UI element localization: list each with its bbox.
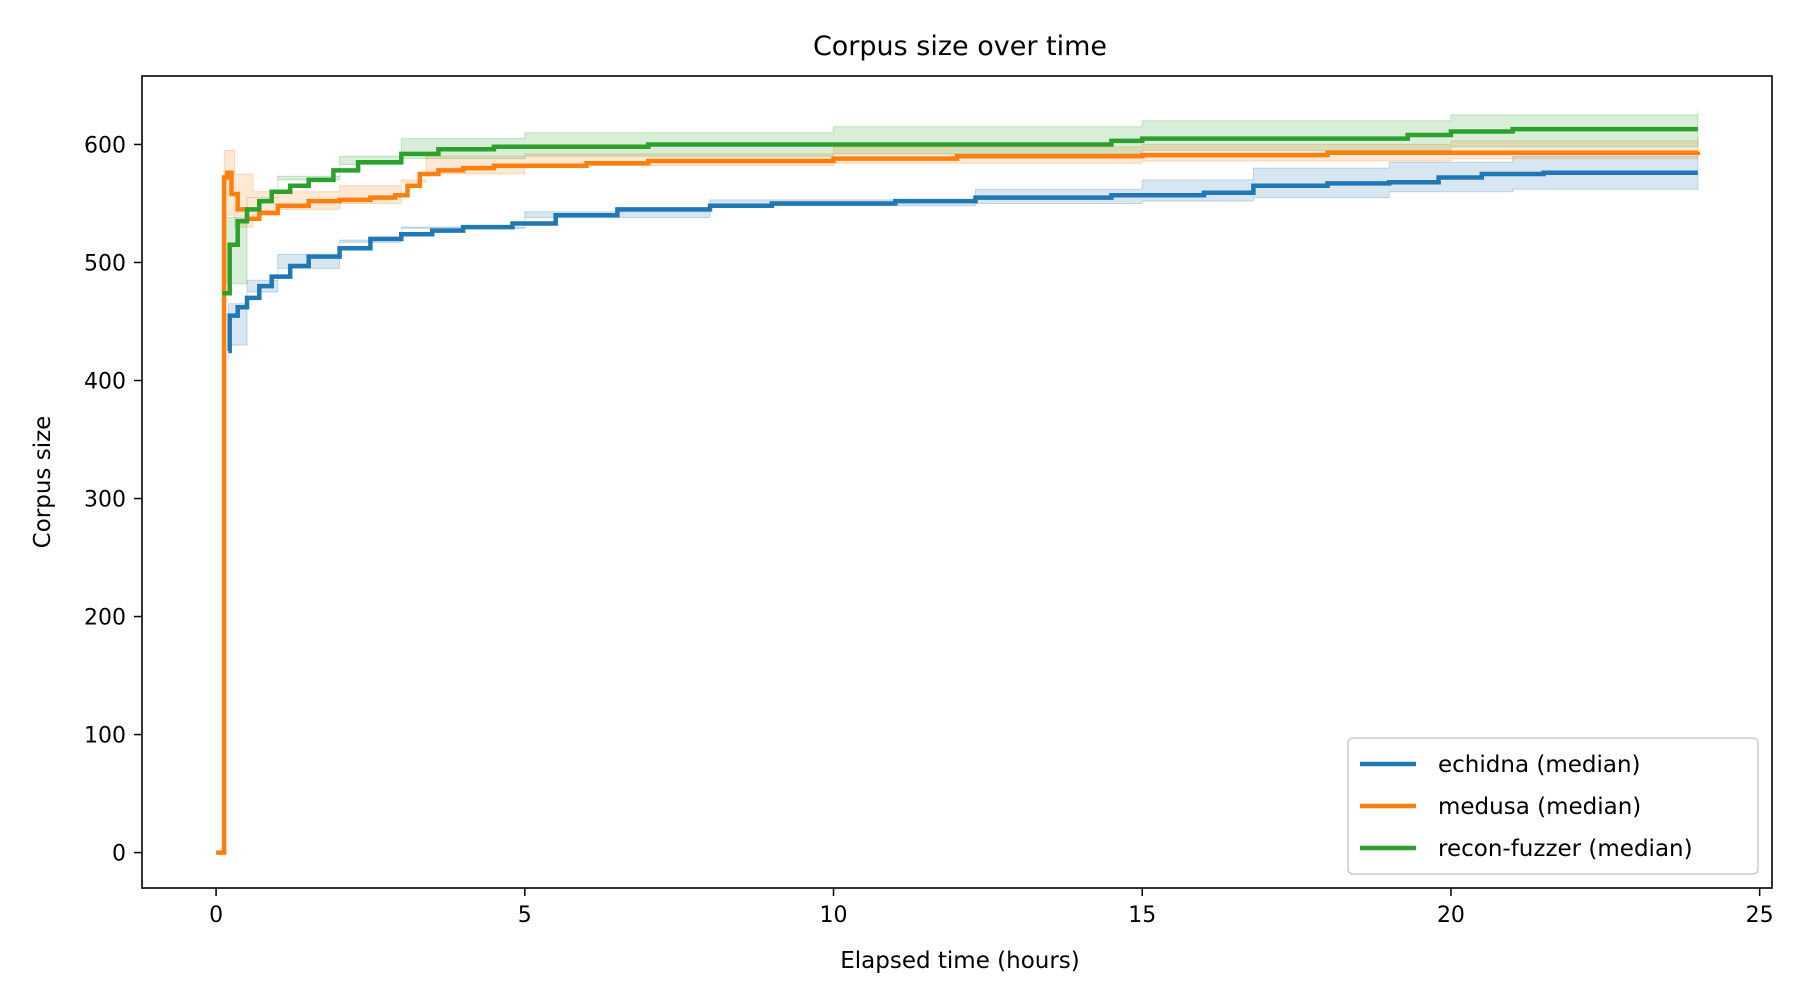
x-tick-label: 20 — [1437, 903, 1465, 928]
y-tick-label: 500 — [84, 251, 126, 276]
x-axis: 0 5 10 15 20 25 — [209, 888, 1774, 928]
x-tick-label: 15 — [1128, 903, 1156, 928]
median-lines — [216, 126, 1701, 855]
y-tick-label: 400 — [84, 370, 126, 395]
y-tick-label: 600 — [84, 133, 126, 158]
y-axis-label: Corpus size — [30, 416, 56, 549]
legend-label-medusa: medusa (median) — [1438, 794, 1641, 820]
plot-frame — [141, 75, 1773, 889]
y-tick-label: 100 — [84, 724, 126, 749]
series-line-recon-fuzzer — [222, 126, 1698, 296]
x-tick-label: 25 — [1746, 903, 1774, 928]
x-tick-label: 5 — [518, 903, 532, 928]
legend-label-echidna: echidna (median) — [1438, 752, 1641, 778]
series-line-echidna — [227, 170, 1698, 354]
x-axis-label: Elapsed time (hours) — [840, 948, 1080, 974]
y-tick-label: 0 — [112, 842, 126, 867]
x-tick-label: 10 — [820, 903, 848, 928]
legend: echidna (median) medusa (median) recon-fuz… — [1347, 737, 1759, 875]
legend-label-recon-fuzzer: recon-fuzzer (median) — [1438, 836, 1693, 862]
legend-box — [1347, 737, 1759, 875]
chart-title: Corpus size over time — [813, 31, 1107, 62]
y-axis: 0 100 200 300 400 500 600 — [84, 133, 142, 867]
series-line-medusa — [216, 150, 1701, 855]
y-tick-label: 300 — [84, 488, 126, 513]
x-tick-label: 0 — [209, 903, 223, 928]
y-tick-label: 200 — [84, 606, 126, 631]
